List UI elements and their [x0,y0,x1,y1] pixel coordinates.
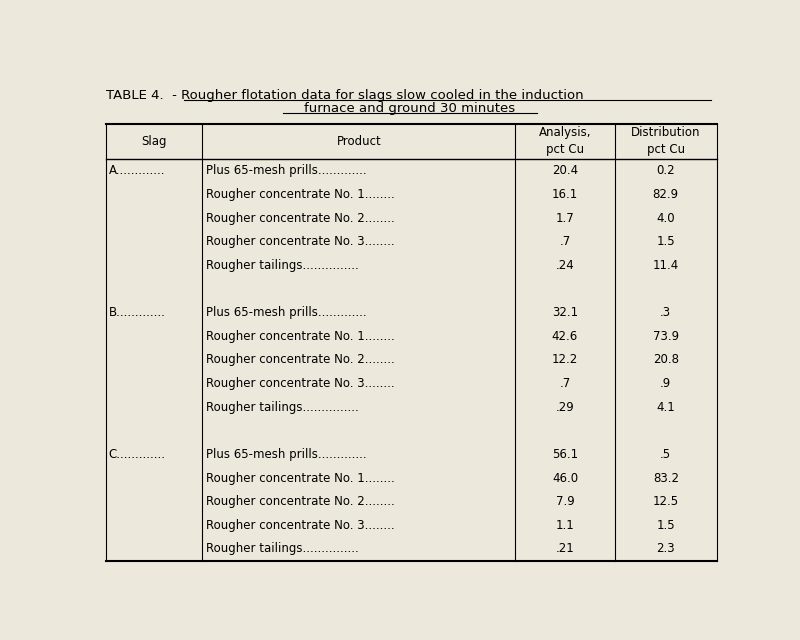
Text: pct Cu: pct Cu [546,143,584,156]
Text: Rougher tailings...............: Rougher tailings............... [206,259,358,272]
Text: 1.7: 1.7 [556,212,574,225]
Text: 20.4: 20.4 [552,164,578,177]
Text: Distribution: Distribution [631,127,701,140]
Text: Rougher concentrate No. 1........: Rougher concentrate No. 1........ [206,188,394,201]
Text: C.............: C............. [109,448,166,461]
Text: Slag: Slag [142,135,167,148]
Text: 0.2: 0.2 [657,164,675,177]
Text: Analysis,: Analysis, [538,127,591,140]
Text: Rougher concentrate No. 2........: Rougher concentrate No. 2........ [206,495,394,508]
Text: Plus 65-mesh prills.............: Plus 65-mesh prills............. [206,306,366,319]
Text: furnace and ground 30 minutes: furnace and ground 30 minutes [305,102,515,115]
Text: Product: Product [337,135,382,148]
Text: 1.1: 1.1 [556,519,574,532]
Text: 4.0: 4.0 [657,212,675,225]
Text: .7: .7 [559,377,570,390]
Text: 12.5: 12.5 [653,495,679,508]
Text: Rougher concentrate No. 1........: Rougher concentrate No. 1........ [206,472,394,484]
Text: 32.1: 32.1 [552,306,578,319]
Text: .21: .21 [556,543,574,556]
Text: 4.1: 4.1 [656,401,675,413]
Text: Rougher tailings...............: Rougher tailings............... [206,401,358,413]
Text: 16.1: 16.1 [552,188,578,201]
Text: .29: .29 [556,401,574,413]
Text: .3: .3 [660,306,671,319]
Text: Rougher concentrate No. 3........: Rougher concentrate No. 3........ [206,377,394,390]
Text: 82.9: 82.9 [653,188,679,201]
Text: .5: .5 [660,448,671,461]
Text: .24: .24 [556,259,574,272]
Text: Plus 65-mesh prills.............: Plus 65-mesh prills............. [206,448,366,461]
Text: 7.9: 7.9 [556,495,574,508]
Text: A.............: A............. [109,164,165,177]
Text: Rougher concentrate No. 3........: Rougher concentrate No. 3........ [206,236,394,248]
Text: Rougher concentrate No. 2........: Rougher concentrate No. 2........ [206,353,394,367]
Text: 1.5: 1.5 [657,519,675,532]
Text: 42.6: 42.6 [552,330,578,343]
Text: 20.8: 20.8 [653,353,678,367]
Text: Plus 65-mesh prills.............: Plus 65-mesh prills............. [206,164,366,177]
Text: 83.2: 83.2 [653,472,678,484]
Text: 1.5: 1.5 [657,236,675,248]
Text: 12.2: 12.2 [552,353,578,367]
Text: .7: .7 [559,236,570,248]
Text: 11.4: 11.4 [653,259,679,272]
Text: Rougher concentrate No. 2........: Rougher concentrate No. 2........ [206,212,394,225]
Text: pct Cu: pct Cu [646,143,685,156]
Text: 73.9: 73.9 [653,330,679,343]
Text: 56.1: 56.1 [552,448,578,461]
Text: Rougher concentrate No. 1........: Rougher concentrate No. 1........ [206,330,394,343]
Text: Rougher tailings...............: Rougher tailings............... [206,543,358,556]
Text: 2.3: 2.3 [657,543,675,556]
Text: .9: .9 [660,377,671,390]
Text: B.............: B............. [109,306,166,319]
Text: 46.0: 46.0 [552,472,578,484]
Text: TABLE 4.  - Rougher flotation data for slags slow cooled in the induction: TABLE 4. - Rougher flotation data for sl… [106,89,584,102]
Text: Rougher concentrate No. 3........: Rougher concentrate No. 3........ [206,519,394,532]
